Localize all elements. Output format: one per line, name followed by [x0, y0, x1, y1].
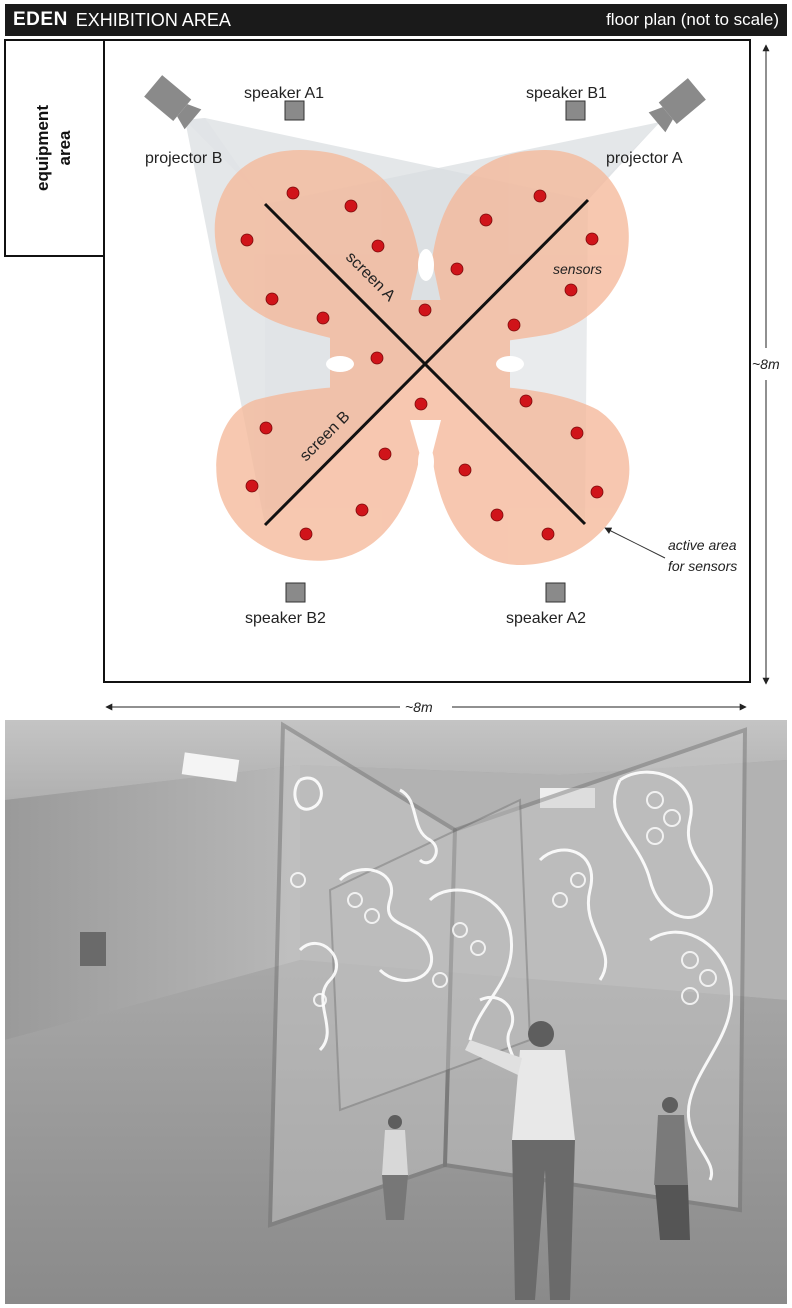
speaker-b2-label: speaker B2 — [245, 610, 326, 627]
exhibition-render — [5, 720, 787, 1304]
speaker-a2-label: speaker A2 — [506, 610, 586, 627]
sensor-dot — [316, 311, 330, 325]
sensor-dot — [519, 394, 533, 408]
sensor-dot — [585, 232, 599, 246]
equipment-area-label: equipment area — [33, 105, 74, 191]
speaker-b1-icon — [565, 100, 586, 121]
svg-text:equipment: equipment — [33, 105, 52, 191]
active-area-label-1: active area — [668, 537, 737, 553]
speaker-b1-label: speaker B1 — [526, 85, 607, 102]
projector-b-label: projector B — [145, 150, 222, 167]
sensor-dot — [355, 503, 369, 517]
active-area-notches — [326, 249, 524, 478]
sensor-dot — [371, 239, 385, 253]
sensor-dot — [479, 213, 493, 227]
sensor-dot — [507, 318, 521, 332]
svg-text:area: area — [55, 130, 74, 166]
sensor-dot — [458, 463, 472, 477]
sensor-dot — [541, 527, 555, 541]
projector-b-icon — [144, 75, 202, 130]
sensor-dot — [265, 292, 279, 306]
sensor-dot — [533, 189, 547, 203]
dimension-width-label: ~8m — [405, 699, 433, 715]
sensor-dot — [378, 447, 392, 461]
sensor-dot — [590, 485, 604, 499]
sensor-dot — [370, 351, 384, 365]
sensors-label: sensors — [553, 261, 602, 277]
active-area-pointer — [604, 527, 666, 559]
brand-label: EDEN — [13, 9, 68, 30]
sensor-dot — [240, 233, 254, 247]
sensor-dot — [490, 508, 504, 522]
speaker-a1-label: speaker A1 — [244, 85, 324, 102]
sensor-dot — [344, 199, 358, 213]
dimension-height-label: ~8m — [752, 356, 780, 372]
sensor-dot — [450, 262, 464, 276]
screen-b-line — [263, 198, 590, 527]
sensor-dot — [414, 397, 428, 411]
sensor-dot — [299, 527, 313, 541]
sensor-dot — [286, 186, 300, 200]
projector-a-icon — [648, 78, 706, 133]
sensor-group — [240, 186, 604, 541]
projector-a-label: projector A — [606, 150, 683, 167]
sensor-dot — [570, 426, 584, 440]
sensor-dot — [564, 283, 578, 297]
speaker-a2-icon — [545, 582, 566, 603]
sensor-dot — [259, 421, 273, 435]
sensor-dot — [418, 303, 432, 317]
title-label: EXHIBITION AREA — [75, 9, 231, 30]
active-area-label-2: for sensors — [668, 558, 737, 574]
equipment-area-box — [4, 39, 105, 257]
sensor-dot — [245, 479, 259, 493]
subtitle-label: floor plan (not to scale) — [606, 10, 779, 29]
speaker-a1-icon — [284, 100, 305, 121]
speaker-b2-icon — [285, 582, 306, 603]
title-bar: EDEN EXHIBITION AREA floor plan (not to … — [5, 4, 787, 36]
